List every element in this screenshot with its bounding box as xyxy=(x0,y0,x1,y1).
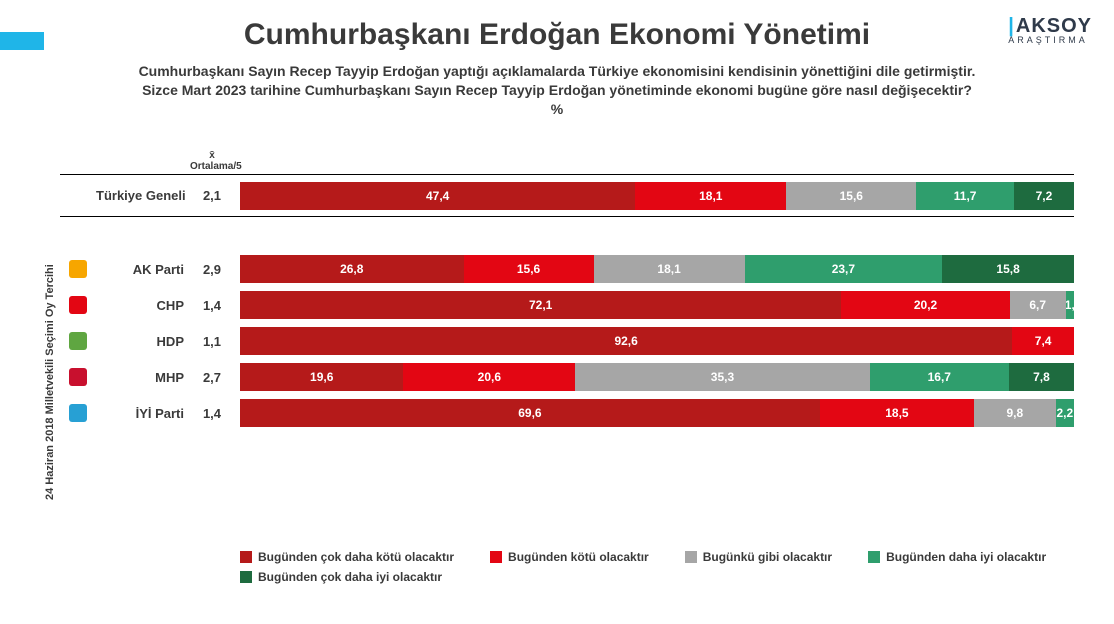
avg-head-symbol: x̄ xyxy=(190,150,234,161)
y-axis-label: 24 Haziran 2018 Milletvekili Seçimi Oy T… xyxy=(44,264,56,500)
stacked-bar: 26,815,618,123,715,8 xyxy=(240,255,1074,283)
legend-label: Bugünden çok daha kötü olacaktır xyxy=(258,550,454,564)
row-average: 1,4 xyxy=(190,406,234,421)
survey-question: Cumhurbaşkanı Sayın Recep Tayyip Erdoğan… xyxy=(0,62,1114,119)
row-average: 2,1 xyxy=(190,188,234,203)
legend-label: Bugünden kötü olacaktır xyxy=(508,550,649,564)
bar-segment: 26,8 xyxy=(240,255,464,283)
legend-swatch xyxy=(240,551,252,563)
row-party: CHP1,4 72,120,26,71, xyxy=(60,287,1074,323)
row-average: 1,1 xyxy=(190,334,234,349)
legend-item: Bugünkü gibi olacaktır xyxy=(685,550,832,564)
bar-segment: 47,4 xyxy=(240,182,635,210)
bar-segment: 11,7 xyxy=(916,182,1014,210)
bar-segment: 18,1 xyxy=(594,255,745,283)
bar-segment: 7,2 xyxy=(1014,182,1074,210)
bar-segment: 18,5 xyxy=(820,399,974,427)
bar-segment: 15,8 xyxy=(942,255,1074,283)
row-label: MHP xyxy=(96,370,190,385)
bar-segment: 69,6 xyxy=(240,399,820,427)
stacked-bar: 72,120,26,71, xyxy=(240,291,1074,319)
bar-segment: 7,8 xyxy=(1009,363,1074,391)
legend-item: Bugünden daha iyi olacaktır xyxy=(868,550,1046,564)
bar-segment: 20,2 xyxy=(841,291,1009,319)
bar-segment: 15,6 xyxy=(786,182,916,210)
row-label: CHP xyxy=(96,298,190,313)
bar-segment: 23,7 xyxy=(745,255,943,283)
bar-segment: 9,8 xyxy=(974,399,1056,427)
bar-segment: 6,7 xyxy=(1010,291,1066,319)
legend-label: Bugünden daha iyi olacaktır xyxy=(886,550,1046,564)
bar-segment: 2,2 xyxy=(1056,399,1074,427)
row-label: İYİ Parti xyxy=(96,406,190,421)
row-average: 1,4 xyxy=(190,298,234,313)
party-icon xyxy=(60,296,96,314)
bar-segment: 16,7 xyxy=(870,363,1009,391)
bar-segment: 72,1 xyxy=(240,291,841,319)
legend-swatch xyxy=(685,551,697,563)
row-label: Türkiye Geneli xyxy=(96,188,190,203)
bar-segment: 7,4 xyxy=(1012,327,1074,355)
question-line-1: Cumhurbaşkanı Sayın Recep Tayyip Erdoğan… xyxy=(60,62,1054,81)
row-average: 2,9 xyxy=(190,262,234,277)
bar-segment: 18,1 xyxy=(635,182,786,210)
bar-segment: 92,6 xyxy=(240,327,1012,355)
legend: Bugünden çok daha kötü olacaktır Bugünden… xyxy=(240,550,1074,584)
stacked-bar: 19,620,635,316,77,8 xyxy=(240,363,1074,391)
question-line-3: % xyxy=(60,100,1054,119)
row-party: AK Parti2,9 26,815,618,123,715,8 xyxy=(60,251,1074,287)
column-headers: x̄ Ortalama/5 xyxy=(60,150,1074,175)
legend-swatch xyxy=(868,551,880,563)
bar-segment: 20,6 xyxy=(403,363,575,391)
party-icon xyxy=(60,404,96,422)
row-party: HDP1,1 92,67,4 xyxy=(60,323,1074,359)
stacked-bar-chart: x̄ Ortalama/5 Türkiye Geneli2,147,418,11… xyxy=(60,150,1074,431)
page-title: Cumhurbaşkanı Erdoğan Ekonomi Yönetimi xyxy=(0,18,1114,52)
avg-head-label: Ortalama/5 xyxy=(190,161,234,172)
stacked-bar: 69,618,59,82,2 xyxy=(240,399,1074,427)
row-party: İYİ Parti1,4 69,618,59,82,2 xyxy=(60,395,1074,431)
legend-label: Bugünden çok daha iyi olacaktır xyxy=(258,570,442,584)
legend-item: Bugünden çok daha iyi olacaktır xyxy=(240,570,442,584)
bar-segment: 15,6 xyxy=(464,255,594,283)
row-average: 2,7 xyxy=(190,370,234,385)
bar-segment: 1, xyxy=(1066,291,1074,319)
bar-segment: 35,3 xyxy=(575,363,869,391)
stacked-bar: 92,67,4 xyxy=(240,327,1074,355)
row-party: MHP2,7 19,620,635,316,77,8 xyxy=(60,359,1074,395)
bar-segment: 19,6 xyxy=(240,363,403,391)
legend-item: Bugünden çok daha kötü olacaktır xyxy=(240,550,454,564)
legend-swatch xyxy=(240,571,252,583)
stacked-bar: 47,418,115,611,77,2 xyxy=(240,182,1074,210)
party-icon xyxy=(60,260,96,278)
party-icon xyxy=(60,332,96,350)
question-line-2: Sizce Mart 2023 tarihine Cumhurbaşkanı S… xyxy=(60,81,1054,100)
legend-swatch xyxy=(490,551,502,563)
legend-item: Bugünden kötü olacaktır xyxy=(490,550,649,564)
legend-label: Bugünkü gibi olacaktır xyxy=(703,550,832,564)
party-icon xyxy=(60,368,96,386)
row-label: HDP xyxy=(96,334,190,349)
row-label: AK Parti xyxy=(96,262,190,277)
row-general: Türkiye Geneli2,1 47,418,115,611,77,2 xyxy=(60,175,1074,217)
